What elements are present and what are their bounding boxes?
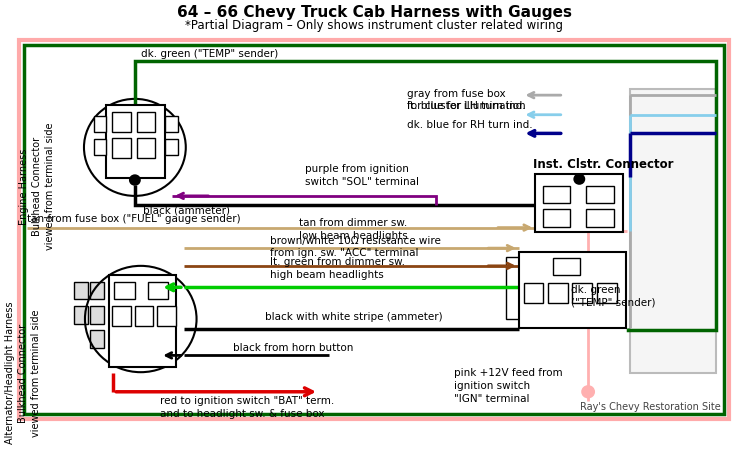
Text: gray from fuse box
for cluster illumination: gray from fuse box for cluster illuminat… (407, 89, 526, 111)
Text: *Partial Diagram – Only shows instrument cluster related wiring: *Partial Diagram – Only shows instrument… (185, 19, 563, 32)
Bar (94, 116, 106, 131)
Bar (543, 209, 570, 226)
Bar (586, 186, 614, 203)
Text: pink +12V feed from
ignition switch
"IGN" terminal: pink +12V feed from ignition switch "IGN… (454, 368, 563, 404)
Circle shape (575, 174, 584, 184)
Bar (543, 186, 570, 203)
Bar (90, 306, 103, 324)
Bar (553, 258, 581, 275)
Bar (94, 139, 106, 155)
Text: black (ammeter): black (ammeter) (143, 205, 229, 215)
Bar (135, 306, 153, 326)
Bar (74, 306, 88, 324)
Bar (90, 282, 103, 299)
Text: Ray's Chevy Restoration Site: Ray's Chevy Restoration Site (580, 402, 721, 412)
Text: tan from fuse box ("FUEL" gauge sender): tan from fuse box ("FUEL" gauge sender) (27, 214, 241, 224)
Bar (586, 209, 614, 226)
Bar (597, 283, 616, 303)
Text: Alternator/Headlight Harness
Bulkhead Connector
viewed from terminal side: Alternator/Headlight Harness Bulkhead Co… (5, 302, 41, 444)
Bar (158, 306, 176, 326)
Text: 64 – 66 Chevy Truck Cab Harness with Gauges: 64 – 66 Chevy Truck Cab Harness with Gau… (177, 5, 572, 19)
Text: black from horn button: black from horn button (233, 342, 353, 352)
Text: purple from ignition
switch "SOL" terminal: purple from ignition switch "SOL" termin… (305, 164, 419, 187)
Bar (523, 283, 543, 303)
Text: tan from dimmer sw.
low beam headlights: tan from dimmer sw. low beam headlights (299, 218, 408, 241)
Bar (630, 89, 716, 373)
Text: dk. green
("TEMP" sender): dk. green ("TEMP" sender) (572, 285, 656, 308)
Circle shape (130, 175, 140, 185)
Bar (90, 330, 103, 348)
Bar (112, 138, 131, 158)
Text: black with white stripe (ammeter): black with white stripe (ammeter) (265, 312, 443, 322)
Bar (147, 282, 168, 299)
Text: Engine Harness
Bulkhead Connector
viewed from terminal side: Engine Harness Bulkhead Connector viewed… (19, 123, 54, 251)
Bar (137, 112, 155, 131)
Bar (106, 106, 165, 178)
Text: dk. blue for RH turn ind.: dk. blue for RH turn ind. (407, 120, 533, 130)
Bar (112, 112, 131, 131)
Bar (109, 275, 176, 366)
Text: red to ignition switch "BAT" term.
and to headlight sw. & fuse box: red to ignition switch "BAT" term. and t… (161, 396, 334, 419)
Text: brown/white 10Ω resistance wire
from ign. sw. "ACC" terminal: brown/white 10Ω resistance wire from ign… (270, 236, 441, 258)
Text: lt. green from dimmer sw.
high beam headlights: lt. green from dimmer sw. high beam head… (270, 257, 405, 280)
Bar (535, 174, 623, 232)
Bar (165, 139, 178, 155)
Text: Inst. Clstr. Connector: Inst. Clstr. Connector (534, 158, 674, 171)
Circle shape (582, 386, 594, 397)
Bar (506, 257, 519, 319)
Bar (24, 45, 724, 414)
Bar (572, 283, 592, 303)
Bar (165, 116, 178, 131)
Bar (137, 138, 155, 158)
Text: lt. blue for LH turn ind.: lt. blue for LH turn ind. (407, 101, 526, 111)
Bar (74, 282, 88, 299)
Text: dk. green ("TEMP" sender): dk. green ("TEMP" sender) (141, 49, 278, 59)
Bar (112, 306, 131, 326)
Bar (548, 283, 567, 303)
Bar (519, 252, 626, 328)
Bar (114, 282, 135, 299)
Bar (19, 40, 729, 419)
